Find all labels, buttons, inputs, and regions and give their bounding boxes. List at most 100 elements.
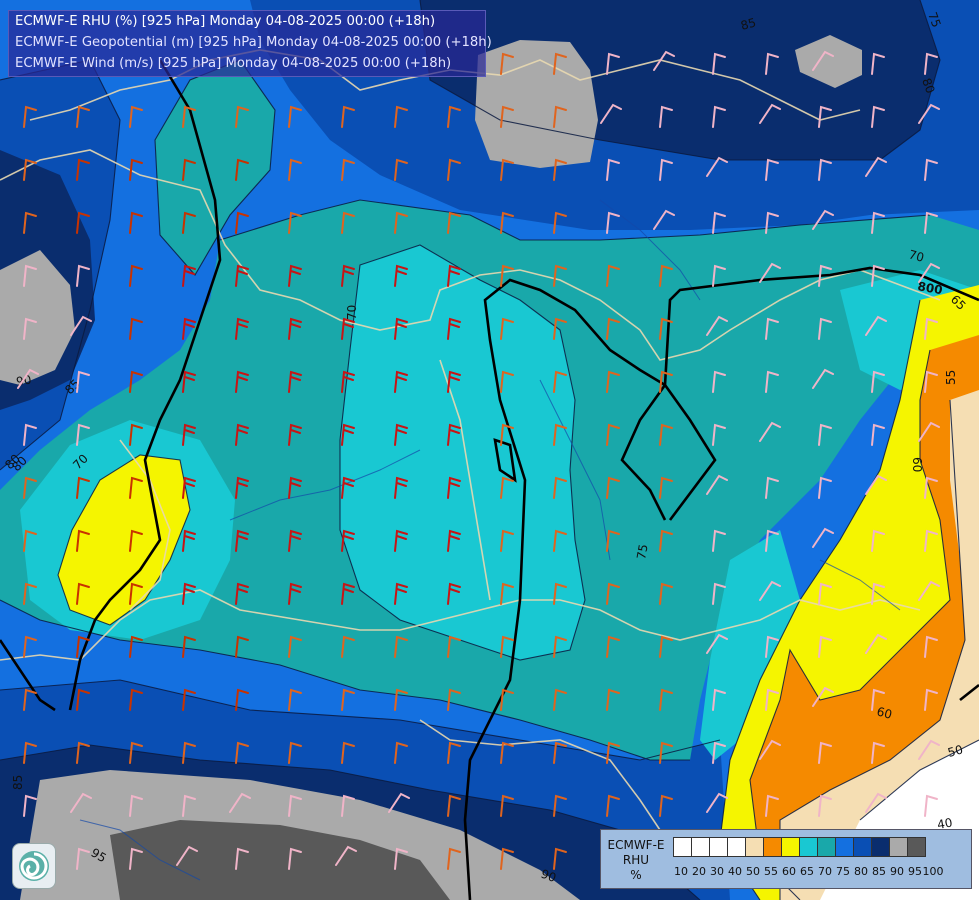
wind-barb-icon [394, 211, 408, 234]
legend-swatch [853, 837, 872, 857]
wind-barb-icon [500, 370, 514, 393]
wind-barb-icon [553, 317, 567, 340]
wind-barb-icon [129, 264, 143, 287]
wind-barb-icon [500, 635, 514, 658]
wind-barb-icon [812, 527, 834, 548]
wind-barb-icon [23, 794, 37, 817]
wind-barb-icon [659, 741, 673, 764]
wind-barb-icon [129, 158, 143, 181]
wind-barb-icon [288, 105, 302, 128]
legend-tick-label: 40 [728, 865, 742, 878]
legend-variable: RHU [622, 853, 650, 867]
contour-label: 90 [539, 867, 558, 885]
wind-barb-icon [765, 211, 779, 234]
wind-barb-icon [235, 370, 249, 393]
wind-barb-icon [288, 582, 302, 605]
wind-barb-icon [70, 792, 92, 813]
wind-barb-icon [76, 158, 90, 181]
wind-barb-icon [818, 105, 832, 128]
wind-barb-icon [818, 635, 832, 658]
wind-barb-icon [447, 370, 461, 393]
wind-barb-icon [918, 421, 940, 442]
wind-barb-icon [129, 794, 143, 817]
contour-label: 85 [739, 15, 757, 32]
wind-barb-icon [600, 103, 622, 124]
wind-barb-icon [818, 158, 832, 181]
legend-swatch [835, 837, 854, 857]
swirl-logo-icon [19, 851, 49, 881]
wind-barb-icon [765, 317, 779, 340]
wind-barb-icon [129, 370, 143, 393]
wind-barb-icon [659, 529, 673, 552]
wind-barb-icon [818, 582, 832, 605]
legend-swatch [799, 837, 818, 857]
wind-barb-icon [712, 52, 726, 75]
contour-label: 75 [634, 543, 650, 560]
wind-barb-icon [235, 529, 249, 552]
legend-swatch [691, 837, 710, 857]
wind-barb-icon [235, 635, 249, 658]
wind-barb-icon [182, 529, 196, 552]
wind-barb-icon [765, 529, 779, 552]
wind-barb-icon [235, 847, 249, 870]
wind-barb-icon [659, 423, 673, 446]
legend-tick-label: 75 [836, 865, 850, 878]
wind-barb-icon [871, 423, 885, 446]
wind-barb-icon [229, 792, 251, 813]
contour-label: 50 [946, 742, 964, 759]
wind-barb-icon [129, 847, 143, 870]
wind-barb-icon [553, 211, 567, 234]
wind-barb-icon [76, 741, 90, 764]
wind-barb-icon [606, 794, 620, 817]
wind-barb-icon [182, 688, 196, 711]
wind-barb-icon [706, 633, 728, 654]
rh-field-90-95-west [0, 250, 75, 385]
wind-barb-icon [500, 741, 514, 764]
wind-barb-icon [70, 315, 92, 336]
wind-barb-icon [182, 635, 196, 658]
wind-barb-icon [447, 317, 461, 340]
contour-label: 800 [916, 279, 943, 297]
wind-barb-icon [447, 688, 461, 711]
wind-barb-icon [23, 741, 37, 764]
wind-barb-icon [288, 794, 302, 817]
wind-barb-icon [341, 688, 355, 711]
wind-barb-icon [341, 264, 355, 287]
wind-barb-icon [182, 476, 196, 499]
wind-barb-icon [818, 741, 832, 764]
wind-barb-icon [182, 264, 196, 287]
wind-barb-icon [653, 50, 675, 71]
legend-swatch [889, 837, 908, 857]
wind-barb-icon [288, 370, 302, 393]
wind-barb-icon [17, 368, 39, 389]
wind-barb-icon [865, 315, 887, 336]
wind-barb-icon [659, 370, 673, 393]
wind-barb-icon [553, 158, 567, 181]
wind-barb-icon [394, 423, 408, 446]
wind-barb-icon [871, 264, 885, 287]
wind-barb-icon [129, 317, 143, 340]
wind-barb-icon [759, 739, 781, 760]
wind-barb-icon [818, 476, 832, 499]
wind-barb-icon [712, 529, 726, 552]
wind-barb-icon [288, 688, 302, 711]
contour-label: 60 [875, 704, 893, 721]
wind-barb-icon [394, 105, 408, 128]
wind-barb-icon [76, 635, 90, 658]
rh-field-95-100 [110, 820, 450, 900]
wind-barb-icon [23, 688, 37, 711]
wind-barb-icon [341, 794, 355, 817]
wind-barb-icon [712, 688, 726, 711]
wind-barb-icon [447, 741, 461, 764]
wind-barb-icon [288, 476, 302, 499]
contour-label: 70 [907, 247, 925, 264]
wind-barb-icon [341, 423, 355, 446]
title-box: ECMWF-E RHU (%) [925 hPa] Monday 04-08-2… [8, 10, 492, 77]
wind-barb-icon [341, 529, 355, 552]
wind-barb-icon [235, 423, 249, 446]
wind-barb-icon [871, 105, 885, 128]
wind-barb-icon [447, 529, 461, 552]
wind-barb-icon [606, 370, 620, 393]
contour-label: 60 [910, 457, 924, 472]
wind-barb-icon [871, 741, 885, 764]
